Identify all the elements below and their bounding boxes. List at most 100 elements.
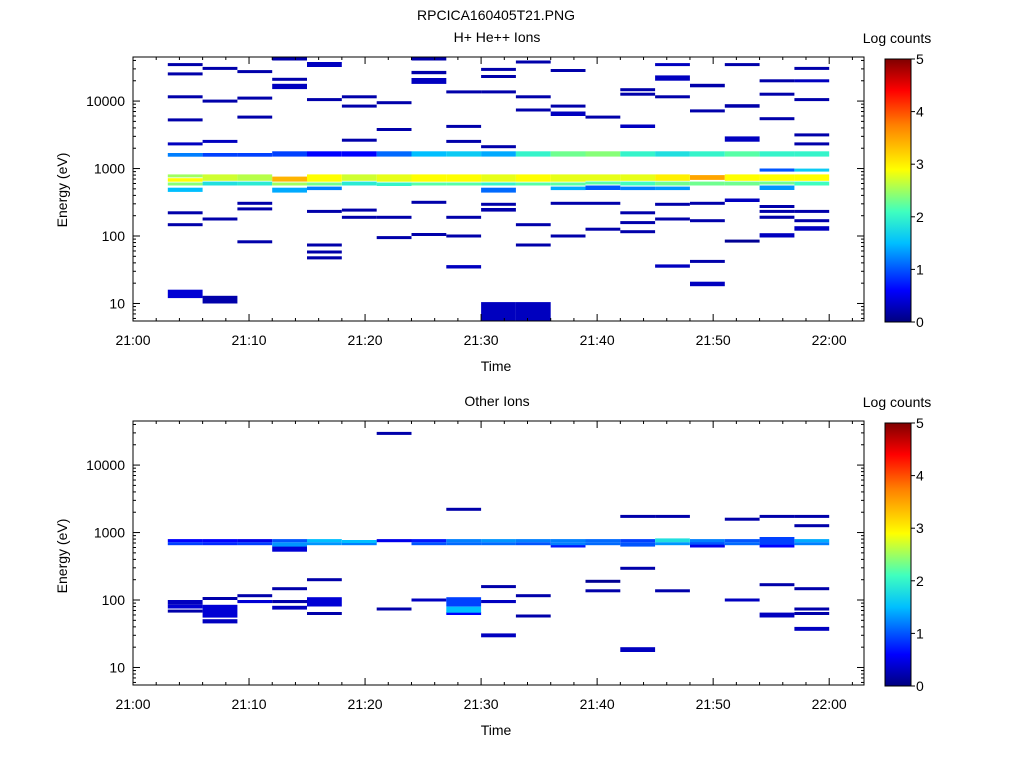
x-tick-label: 21:00	[115, 332, 150, 348]
colorbar	[884, 422, 912, 687]
heatmap-cell	[515, 302, 551, 321]
heatmap-cell	[376, 236, 412, 240]
heatmap-cell	[585, 227, 621, 231]
heatmap-cell	[620, 230, 656, 234]
heatmap-cell	[167, 187, 203, 192]
heatmap-cell	[620, 566, 656, 570]
y-tick-label: 10000	[86, 93, 125, 109]
heatmap-cell	[794, 79, 830, 83]
heatmap-cell	[307, 243, 342, 247]
heatmap-cell	[759, 537, 795, 545]
heatmap-cell	[515, 60, 551, 64]
heatmap-cell	[272, 57, 307, 61]
heatmap-cell	[237, 594, 273, 598]
x-tick-label: 22:00	[812, 332, 847, 348]
heatmap-cell	[655, 514, 690, 518]
x-tick-label: 21:30	[464, 696, 499, 712]
heatmap-cell	[794, 181, 830, 186]
heatmap-cell	[620, 211, 656, 215]
heatmap-cell	[620, 186, 656, 191]
colorbar-label: Log counts	[863, 394, 932, 410]
x-tick-label: 21:40	[580, 332, 615, 348]
heatmap-cell	[376, 182, 412, 186]
colorbar-ticks: 0 1 2 3 4 5	[911, 51, 924, 330]
heatmap-cell	[550, 69, 586, 72]
heatmap-cell	[759, 612, 795, 618]
heatmap-cell	[481, 75, 516, 78]
heatmap-cell	[237, 207, 273, 211]
heatmap-cell	[167, 95, 203, 99]
heatmap-cell	[237, 181, 273, 186]
heatmap-cell	[550, 544, 586, 548]
heatmap-cell	[515, 243, 551, 247]
heatmap-cell	[272, 587, 307, 591]
heatmap-cell	[759, 583, 795, 587]
heatmap-cell	[446, 90, 482, 94]
heatmap-cell	[690, 83, 725, 88]
heatmap-cell	[724, 517, 760, 521]
heatmap-cell	[202, 139, 238, 143]
heatmap-cell	[794, 133, 830, 137]
colorbar-label: Log counts	[863, 30, 932, 46]
heatmap-cell	[759, 205, 795, 208]
heatmap-cell	[585, 181, 621, 185]
heatmap-cell	[307, 250, 342, 254]
heatmap-cell	[411, 233, 447, 236]
heatmap-cell	[411, 151, 447, 157]
heatmap-cell	[202, 539, 238, 543]
heatmap-cell	[307, 182, 342, 186]
heatmap-cell	[411, 542, 447, 546]
heatmap-cell	[411, 182, 447, 186]
heatmap-cell	[515, 108, 551, 112]
heatmap-cell	[307, 578, 342, 582]
heatmap-cell	[307, 98, 342, 102]
heatmap-cell	[481, 633, 516, 638]
heatmap-cell	[655, 181, 690, 186]
heatmap-cell	[794, 168, 830, 172]
heatmap-cell	[550, 234, 586, 238]
x-tick-label: 21:50	[696, 696, 731, 712]
heatmap-cell	[794, 539, 830, 543]
plot-frame	[132, 420, 865, 686]
heatmap-cell	[655, 151, 690, 157]
heatmap-cell	[446, 234, 482, 238]
heatmap-cell	[481, 145, 516, 149]
heatmap-cell	[759, 209, 795, 213]
heatmap-cell	[550, 542, 586, 546]
heatmap-cell	[794, 542, 830, 546]
heatmap-cell	[307, 186, 342, 191]
colorbar	[884, 58, 912, 323]
heatmap-cell	[620, 92, 656, 96]
heatmap-cell	[307, 612, 342, 615]
heatmap-cell	[550, 186, 586, 191]
heatmap-cell	[446, 606, 482, 613]
heatmap-cell	[620, 88, 656, 92]
heatmap-cell	[481, 208, 516, 212]
heatmap-cell	[690, 541, 725, 545]
heatmap-cell	[515, 182, 551, 186]
heatmap-cell	[655, 186, 690, 191]
heatmap-cell	[620, 174, 656, 181]
heatmap-cell	[167, 539, 203, 543]
heatmap-cell	[481, 542, 516, 546]
colorbar-tick-label: 2	[916, 573, 924, 589]
heatmap-cell	[724, 151, 760, 157]
heatmap-cell	[446, 215, 482, 219]
y-tick-label: 1000	[94, 161, 125, 177]
heatmap-cell	[272, 600, 307, 604]
heatmap-cell	[167, 174, 203, 178]
heatmap-cell	[585, 115, 621, 119]
heatmap-cell	[376, 215, 412, 219]
heatmap-cell	[446, 542, 482, 546]
heatmap-cell	[759, 117, 795, 121]
heatmap-cell	[446, 612, 482, 615]
heatmap-cell	[446, 539, 482, 543]
heatmap-cell	[655, 75, 690, 81]
heatmap-cell	[515, 542, 551, 546]
heatmap-cell	[446, 182, 482, 186]
heatmap-cell	[585, 579, 621, 583]
heatmap-cell	[620, 151, 656, 157]
heatmap-cell	[759, 79, 795, 83]
heatmap-cell	[411, 200, 447, 204]
heatmap-cell	[794, 219, 830, 223]
